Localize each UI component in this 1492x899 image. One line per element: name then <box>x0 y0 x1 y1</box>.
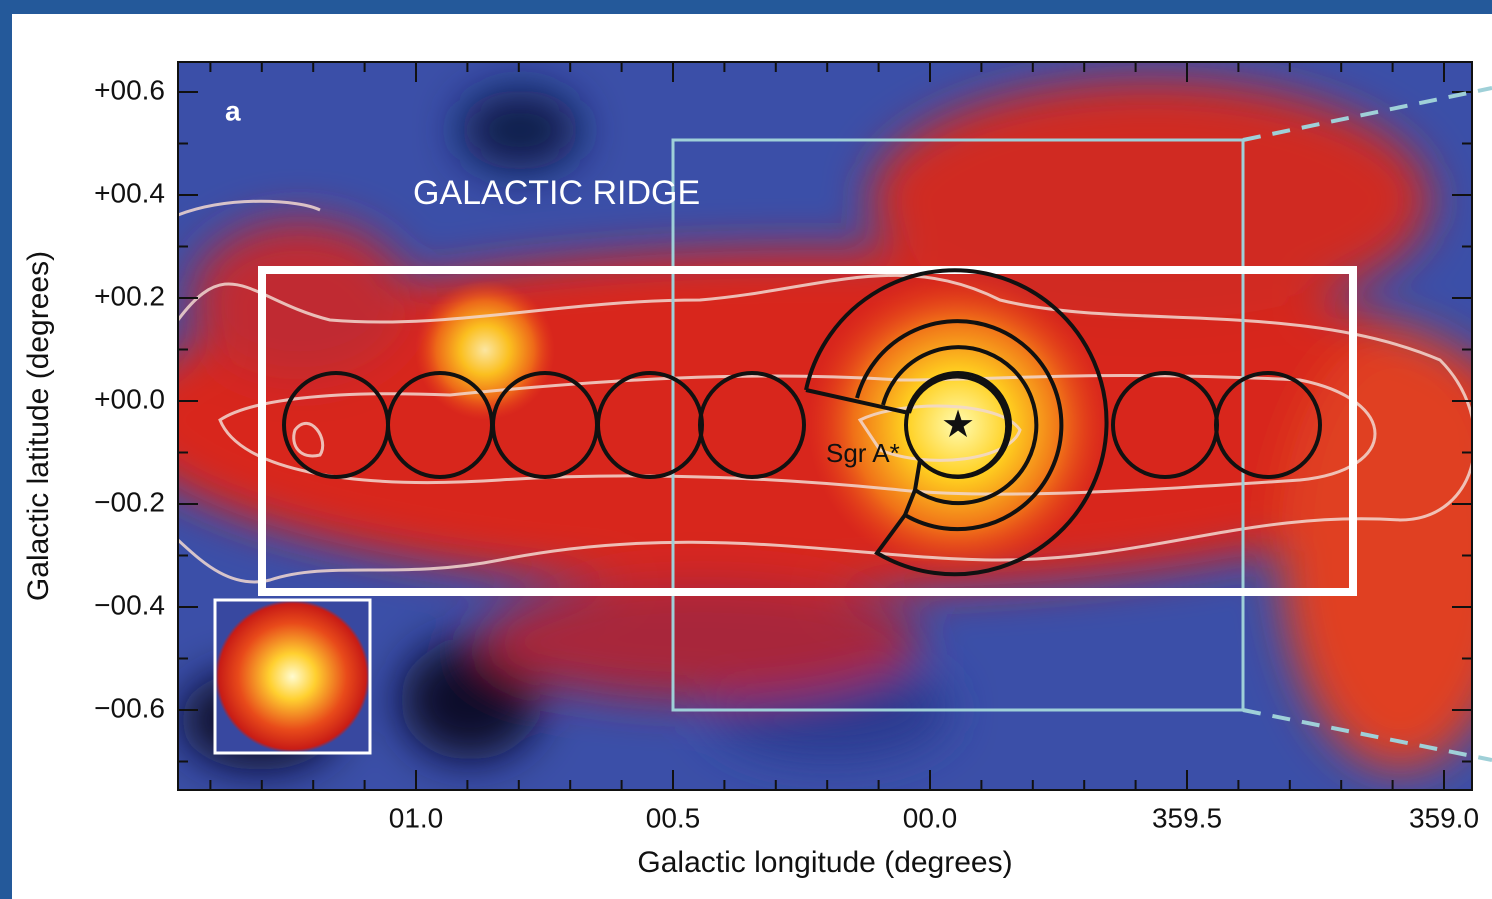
y-tick-label: +00.2 <box>94 280 165 311</box>
y-tick-label: +00.0 <box>94 383 165 414</box>
y-tick-label: +00.4 <box>94 177 165 208</box>
psf-inset <box>215 600 370 753</box>
x-tick-label: 359.0 <box>1409 802 1479 833</box>
x-tick-label: 00.5 <box>646 802 701 833</box>
y-tick-label: +00.6 <box>94 74 165 105</box>
x-tick-label: 00.0 <box>903 802 958 833</box>
source-label: Sgr A* <box>826 438 900 468</box>
region-label: GALACTIC RIDGE <box>413 174 700 212</box>
y-tick-label: −00.2 <box>94 486 165 517</box>
panel-label: a <box>225 95 241 126</box>
page: ★ a GALACTIC RIDGE Sgr A* Galactic longi… <box>0 0 1492 899</box>
y-axis-label: Galactic latitude (degrees) <box>22 251 55 601</box>
y-tick-label: −00.6 <box>94 692 165 723</box>
y-tick-label: −00.4 <box>94 589 165 620</box>
x-tick-label: 01.0 <box>389 802 444 833</box>
x-axis-label: Galactic longitude (degrees) <box>637 846 1012 879</box>
star-marker: ★ <box>941 404 975 446</box>
x-tick-label: 359.5 <box>1152 802 1222 833</box>
figure: ★ a GALACTIC RIDGE Sgr A* Galactic longi… <box>0 0 1492 899</box>
